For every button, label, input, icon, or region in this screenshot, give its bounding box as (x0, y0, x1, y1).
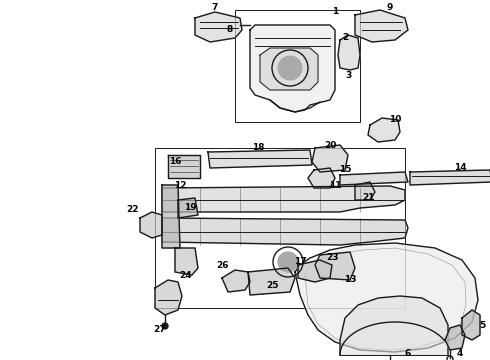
Text: 14: 14 (454, 163, 466, 172)
Polygon shape (162, 218, 408, 245)
Text: 8: 8 (227, 26, 233, 35)
Text: 19: 19 (184, 203, 196, 212)
Text: 6: 6 (405, 350, 411, 359)
Text: 9: 9 (387, 4, 393, 13)
Polygon shape (140, 212, 162, 238)
Polygon shape (168, 155, 200, 178)
Text: 2: 2 (342, 33, 348, 42)
Polygon shape (162, 186, 405, 212)
Polygon shape (338, 35, 360, 70)
Polygon shape (445, 325, 465, 350)
Bar (235, 10, 360, 122)
Polygon shape (178, 198, 198, 218)
Polygon shape (315, 252, 355, 280)
Polygon shape (162, 185, 180, 248)
Text: 16: 16 (169, 158, 181, 166)
Text: 17: 17 (294, 257, 306, 266)
Polygon shape (155, 280, 182, 315)
Polygon shape (175, 248, 198, 275)
Circle shape (162, 323, 168, 329)
Text: 5: 5 (479, 320, 485, 329)
Text: 26: 26 (216, 261, 228, 270)
Polygon shape (295, 243, 478, 352)
Polygon shape (248, 268, 295, 295)
Circle shape (278, 252, 298, 272)
Polygon shape (355, 10, 408, 42)
Text: 1: 1 (332, 8, 338, 17)
Bar (155, 148, 405, 308)
Text: 27: 27 (154, 325, 166, 334)
Polygon shape (208, 150, 312, 168)
Text: 21: 21 (362, 194, 374, 202)
Polygon shape (308, 168, 335, 188)
Polygon shape (250, 25, 335, 112)
Text: 3: 3 (345, 71, 351, 80)
Text: 13: 13 (344, 275, 356, 284)
Text: 15: 15 (339, 166, 351, 175)
Text: 24: 24 (180, 270, 192, 279)
Circle shape (278, 56, 302, 80)
Polygon shape (410, 170, 490, 185)
Text: 23: 23 (326, 253, 338, 262)
Polygon shape (222, 270, 250, 292)
Polygon shape (260, 48, 318, 90)
Polygon shape (355, 182, 375, 200)
Polygon shape (312, 145, 348, 172)
Text: 7: 7 (212, 4, 218, 13)
Text: 18: 18 (252, 144, 264, 153)
Text: 25: 25 (266, 280, 278, 289)
Text: 11: 11 (329, 180, 341, 189)
Text: 12: 12 (174, 181, 186, 190)
Polygon shape (462, 310, 480, 340)
Polygon shape (340, 172, 408, 185)
Polygon shape (195, 12, 242, 42)
Polygon shape (298, 260, 332, 282)
Text: 10: 10 (389, 116, 401, 125)
Polygon shape (340, 296, 448, 355)
Text: 20: 20 (324, 140, 336, 149)
Text: 22: 22 (126, 206, 138, 215)
Text: 4: 4 (457, 350, 463, 359)
Polygon shape (368, 118, 400, 142)
